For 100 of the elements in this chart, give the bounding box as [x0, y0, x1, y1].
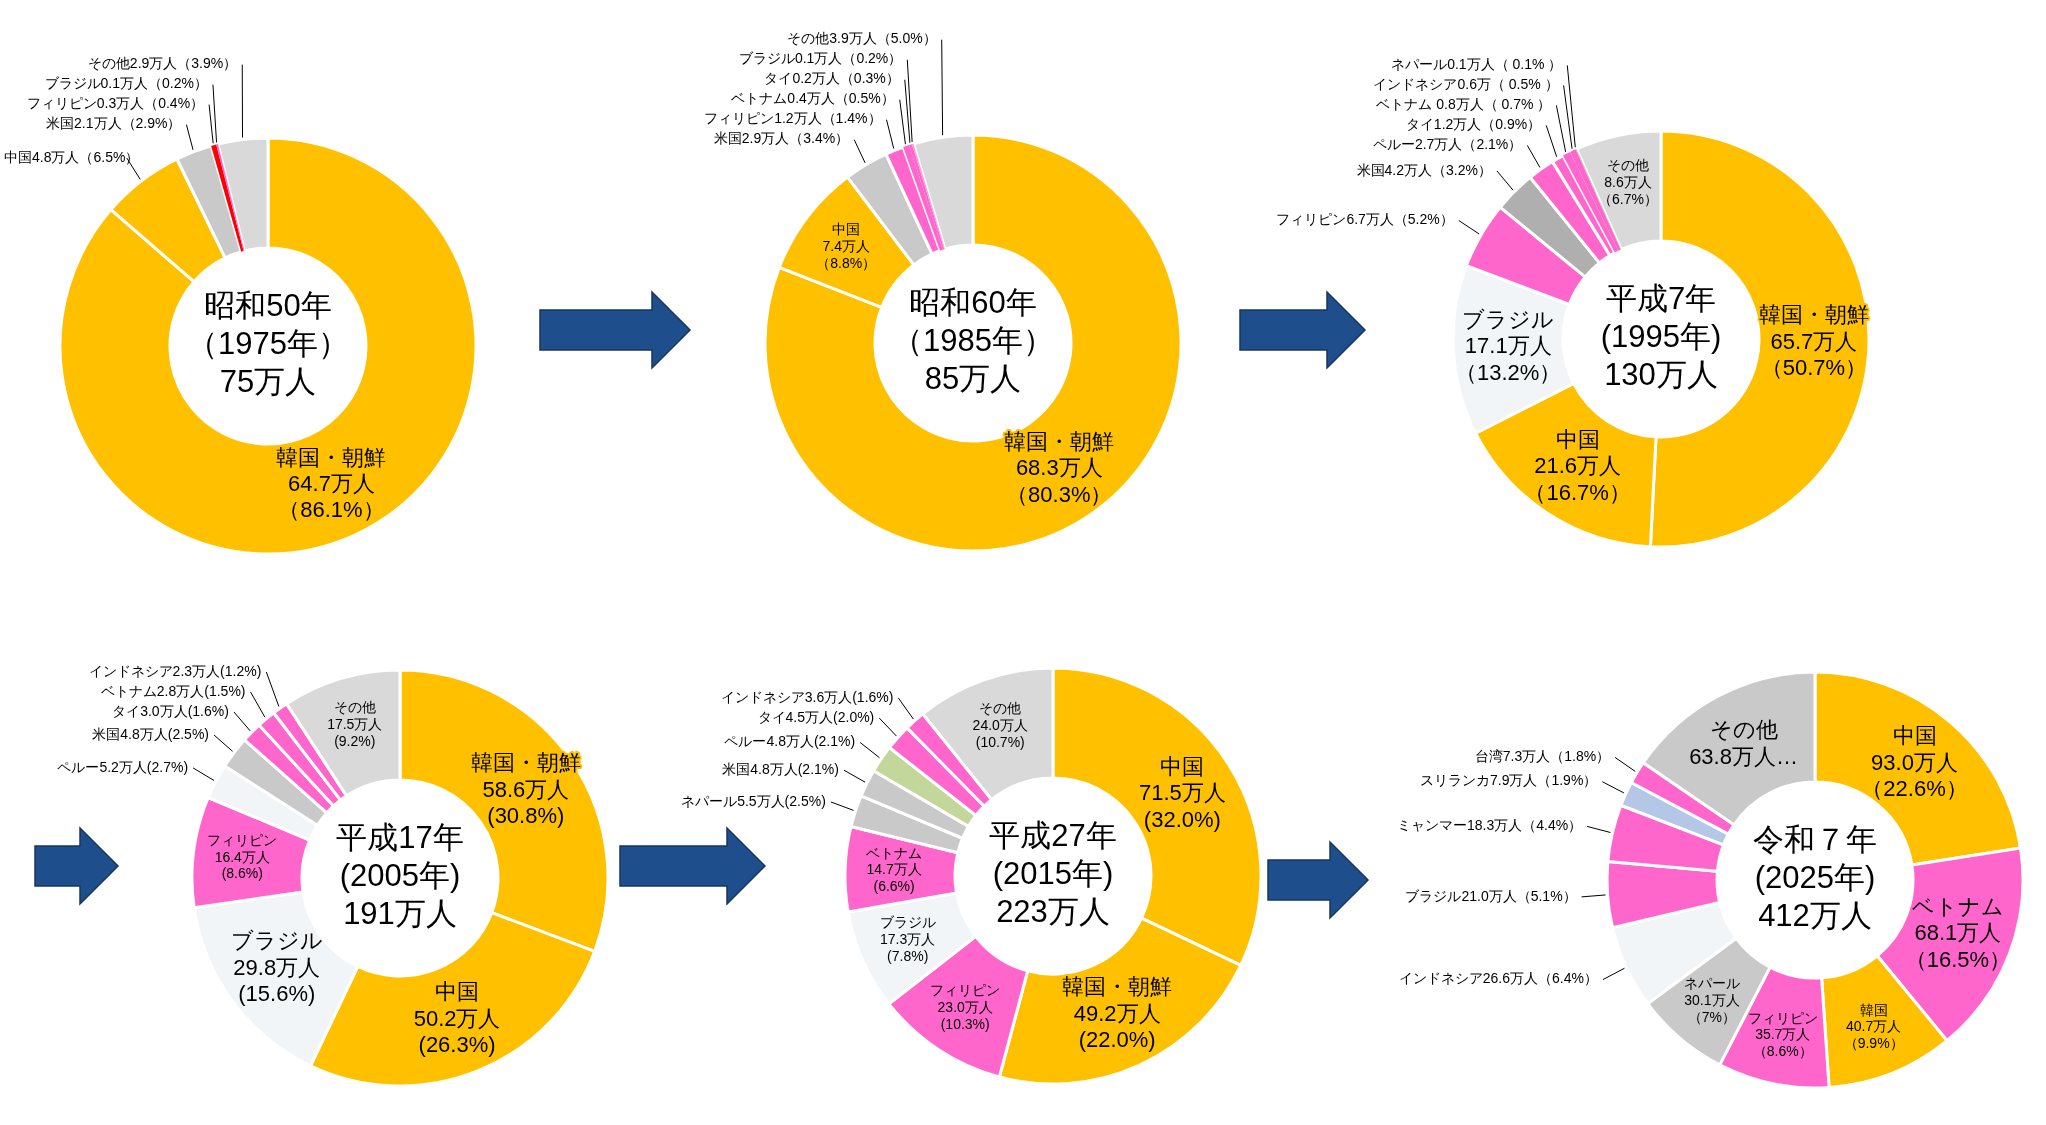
data-label: (9.2%)	[334, 733, 376, 750]
data-label: 24.0万人	[972, 716, 1028, 733]
subtitle: (2005年)	[339, 858, 461, 894]
data-label: 米国4.8万人(2.1%)	[722, 760, 839, 777]
data-label: ベトナム0.4万人（0.5%）	[731, 90, 895, 107]
data-label: 米国2.1万人（2.9%）	[46, 115, 182, 132]
data-label: インドネシア26.6万人（6.4%）	[1398, 970, 1598, 987]
data-label: (7.8%)	[887, 948, 929, 965]
data-label: 中国	[435, 979, 480, 1005]
title: 昭和60年	[909, 285, 1037, 321]
data-label: 63.8万人…	[1689, 743, 1798, 769]
annotation: 412万人	[1758, 898, 1872, 934]
data-label: （6.7%）	[1598, 190, 1658, 207]
data-label: 14.7万人	[866, 861, 922, 878]
data-label: （16.5%）	[1904, 946, 2012, 972]
data-label: (10.3%)	[940, 1016, 990, 1033]
annotation: 223万人	[996, 894, 1110, 930]
data-label: (22.0%)	[1078, 1027, 1156, 1053]
data-label: ベトナム 0.8万人（ 0.7% ）	[1376, 96, 1552, 113]
data-label: (6.6%)	[873, 878, 915, 895]
data-label: 65.7万人	[1770, 328, 1858, 354]
data-label: （7%）	[1687, 1008, 1737, 1025]
data-label: （9.9%）	[1843, 1035, 1904, 1052]
data-label: フィリピン	[930, 982, 1001, 999]
data-label: ブラジル21.0万人（5.1%）	[1405, 887, 1577, 904]
data-label: （50.7%）	[1760, 355, 1868, 381]
data-label: 50.2万人	[413, 1005, 501, 1031]
data-label: 58.6万人	[482, 776, 570, 802]
data-label: 米国2.9万人（3.4%）	[713, 130, 850, 147]
data-label: フィリピン0.3万人（0.4%）	[26, 95, 205, 112]
data-label: フィリピン6.7万人（5.2%）	[1276, 211, 1454, 228]
annotation: 75万人	[219, 364, 317, 400]
title: 昭和50年	[204, 288, 332, 324]
data-label: ミャンマー18.3万人（4.4%）	[1396, 817, 1583, 834]
data-label: ペルー4.8万人(2.1%)	[724, 733, 856, 750]
title: 平成17年	[336, 820, 464, 856]
data-label: 40.7万人	[1846, 1018, 1902, 1035]
data-label: 71.5万人	[1138, 780, 1226, 806]
data-label: インドネシア3.6万人(1.6%)	[720, 688, 894, 705]
data-label: （8.8%）	[816, 254, 877, 271]
data-label: 30.1万人	[1684, 991, 1740, 1008]
data-label: (30.8%)	[487, 803, 565, 829]
data-label: ペルー5.2万人(2.7%)	[57, 758, 189, 775]
data-label: ブラジル0.1万人（0.2%）	[44, 75, 208, 92]
data-label: ネパール0.1万人（ 0.1% ）	[1391, 56, 1563, 73]
data-label: その他	[979, 699, 1022, 716]
data-label: 中国	[1892, 723, 1937, 749]
data-label: 中国	[1160, 753, 1205, 779]
data-label: （22.6%）	[1861, 776, 1968, 801]
data-label: 中国4.8万人（6.5%）	[4, 148, 140, 165]
data-label: 23.0万人	[937, 999, 993, 1016]
data-label: (26.3%)	[418, 1032, 496, 1058]
data-label: 米国4.8万人(2.5%)	[92, 725, 209, 742]
data-label: ベトナム	[866, 844, 923, 861]
data-label: 7.4万人	[822, 237, 870, 254]
data-label: 中国	[1555, 426, 1600, 452]
data-label: 64.7万人	[288, 471, 375, 496]
subtitle: (1995年)	[1600, 319, 1722, 355]
data-label: （8.6%）	[1752, 1043, 1813, 1060]
data-label: その他2.9万人（3.9%）	[87, 55, 238, 72]
data-label: 17.5万人	[327, 716, 383, 733]
annotation: 130万人	[1604, 357, 1718, 393]
title: 令和７年	[1753, 822, 1877, 858]
data-label: その他	[1607, 157, 1649, 174]
data-label: タイ4.5万人(2.0%)	[757, 708, 875, 725]
data-label: 49.2万人	[1073, 1000, 1161, 1026]
subtitle: (2015年)	[992, 856, 1114, 892]
data-label: 68.1万人	[1914, 920, 2002, 946]
data-label: ネパール5.5万人(2.5%)	[681, 792, 826, 809]
subtitle: (2025年)	[1754, 860, 1876, 896]
subtitle: （1985年）	[892, 323, 1054, 359]
data-label: タイ0.2万人（0.3%）	[764, 70, 900, 87]
data-label: フィリピン	[1747, 1009, 1818, 1026]
data-label: 韓国・朝鮮	[1062, 974, 1173, 1000]
data-label: 35.7万人	[1755, 1026, 1811, 1043]
data-label: ブラジル	[879, 914, 936, 931]
data-label: ベトナム2.8万人(1.5%)	[100, 682, 246, 699]
data-label: タイ1.2万人（0.9%）	[1405, 116, 1542, 133]
data-label: 17.1万人	[1464, 333, 1552, 359]
data-label: 93.0万人	[1871, 749, 1958, 775]
data-label: 21.6万人	[1534, 453, 1622, 479]
data-label: 16.4万人	[214, 848, 270, 865]
title: 平成27年	[989, 818, 1117, 854]
data-label: ブラジル0.1万人（0.2%）	[738, 50, 903, 67]
data-label: （80.3%）	[1006, 481, 1113, 507]
data-label: 中国	[832, 220, 861, 237]
data-label: その他3.9万人（5.0%）	[787, 30, 937, 47]
data-label: ブラジル	[1462, 306, 1555, 332]
data-label: ネパール	[1683, 974, 1740, 991]
data-label: ブラジル	[230, 928, 323, 954]
data-label: (10.7%)	[975, 733, 1025, 750]
data-label: 8.6万人	[1604, 174, 1652, 191]
data-label: 韓国	[1859, 1001, 1888, 1018]
data-label: インドネシア2.3万人(1.2%)	[88, 662, 262, 679]
data-label: 17.3万人	[880, 931, 936, 948]
data-label: （13.2%）	[1455, 359, 1562, 385]
data-label: スリランカ7.9万人（1.9%）	[1419, 772, 1598, 789]
data-label: 韓国・朝鮮	[276, 444, 387, 470]
data-label: ペルー2.7万人（2.1%）	[1372, 136, 1523, 153]
data-label: タイ3.0万人(1.6%)	[112, 702, 229, 719]
